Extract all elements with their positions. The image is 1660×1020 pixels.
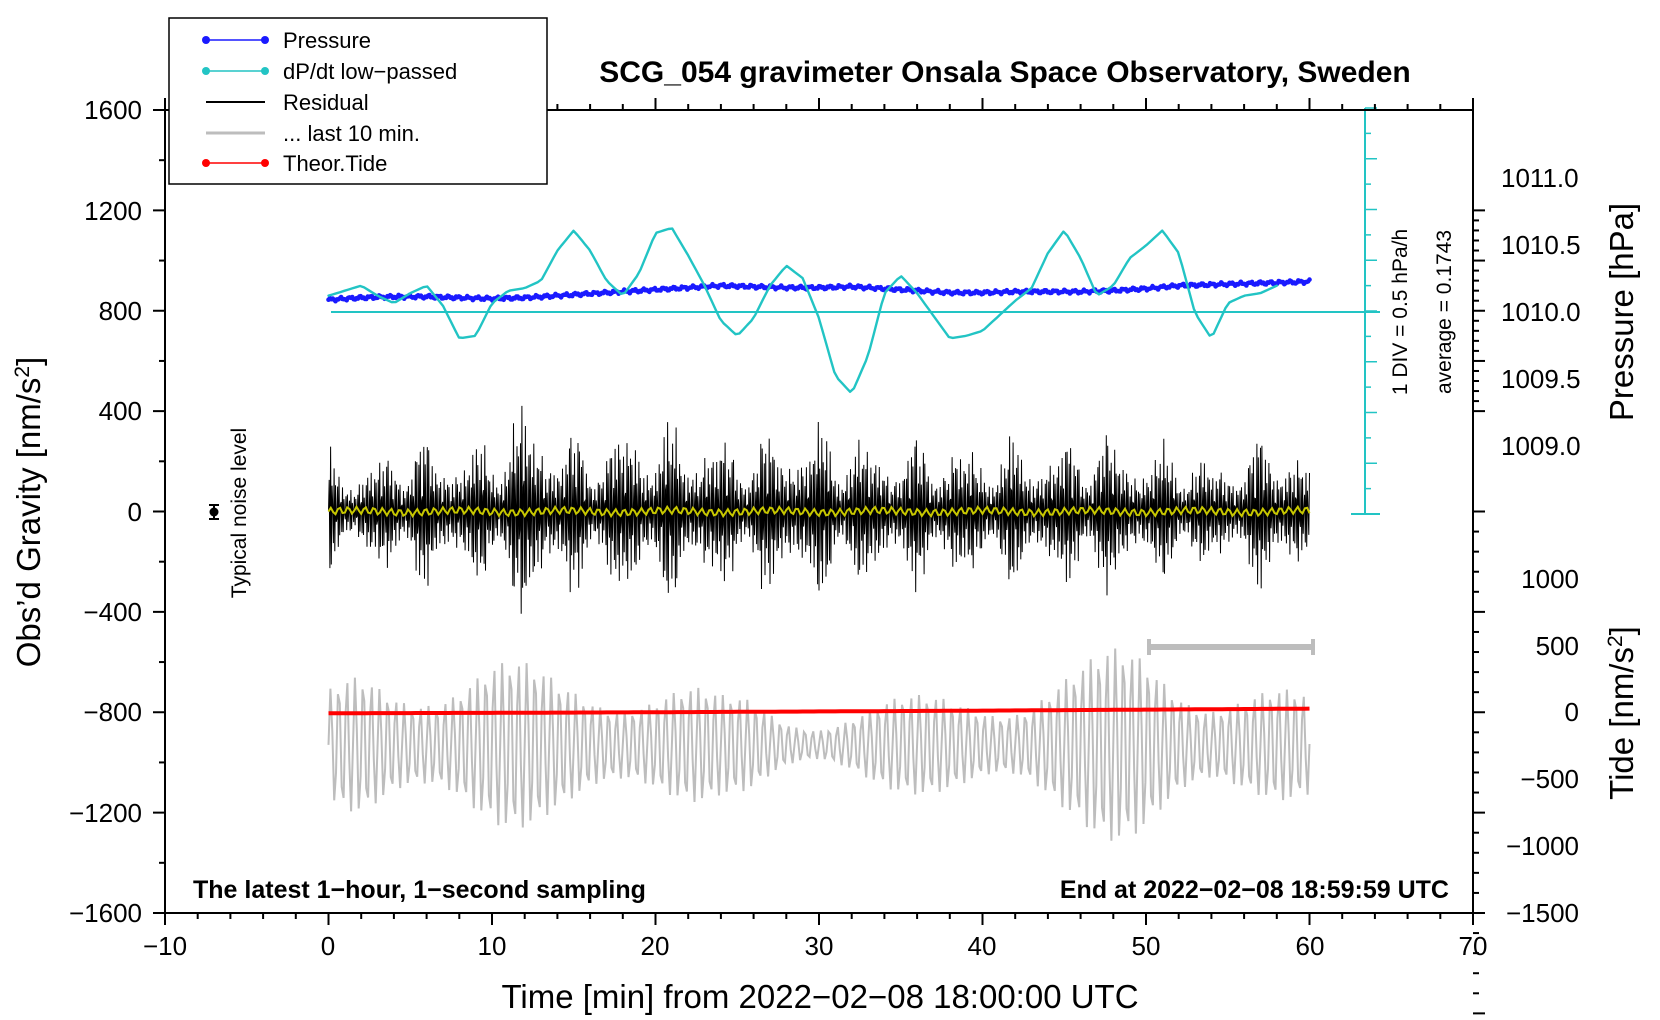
legend-residual-label: Residual [283, 90, 369, 115]
y-tick-label: 800 [99, 296, 142, 326]
legend-pressure-label: Pressure [283, 28, 371, 53]
x-tick-label: 30 [805, 931, 834, 961]
dpdt-series-line [327, 227, 1279, 393]
chart-title: SCG_054 gravimeter Onsala Space Observat… [599, 56, 1411, 89]
legend-tide-dot-right [261, 159, 269, 167]
legend-tide-dot-left [202, 159, 210, 167]
tide-axis-label-close: ] [1603, 626, 1640, 635]
tide-axis-label-sup: 2 [1604, 635, 1627, 647]
noise-level-label: Typical noise level [228, 428, 251, 598]
y-axis-label-left-close: ] [10, 357, 47, 366]
tide-tick-label: −1500 [1506, 898, 1579, 928]
x-tick-label: 60 [1296, 931, 1325, 961]
legend-last10-label: ... last 10 min. [283, 121, 420, 146]
pressure-point [1307, 277, 1312, 282]
pressure-tick-label: 1009.5 [1501, 364, 1581, 394]
y-tick-label: −1200 [69, 798, 142, 828]
legend-dpdt-label: dP/dt low−passed [283, 59, 457, 84]
legend-pressure-dot-left [202, 36, 210, 44]
pressure-axis-label: Pressure [hPa] [1603, 203, 1640, 421]
tide-axis-label: Tide [nm/s2] [1603, 626, 1640, 800]
y-tick-labels: 1600 1200 800 400 0 −400 −800 −1200 −160… [69, 95, 142, 928]
pressure-tick-label: 1009.0 [1501, 431, 1581, 461]
x-axis-label: Time [min] from 2022−02−08 18:00:00 UTC [501, 978, 1138, 1015]
yellow-smoothed-line [327, 504, 1311, 519]
footer-right-text: End at 2022−02−08 18:59:59 UTC [1060, 876, 1449, 904]
div-label: 1 DIV = 0.5 hPa/h [1389, 229, 1412, 395]
legend-pressure-dot-right [261, 36, 269, 44]
tide-tick-label: −1000 [1506, 831, 1579, 861]
y-tick-label: −400 [83, 597, 142, 627]
plot-frame [164, 109, 1474, 914]
residual-series-line [328, 405, 1310, 614]
average-label: average = 0.1743 [1433, 230, 1456, 394]
residual-layer [328, 405, 1310, 614]
pressure-tick-label: 1010.0 [1501, 297, 1581, 327]
x-tick-label: 70 [1459, 931, 1488, 961]
theoretical-tide-layer [328, 706, 1310, 716]
y-axis-label-left: Obs’d Gravity [nm/s2] [10, 357, 47, 668]
pressure-layer [326, 277, 1312, 304]
tide-tick-label: 500 [1536, 631, 1579, 661]
noise-marker-group [209, 504, 219, 520]
x-tick-label: 50 [1132, 931, 1161, 961]
theoretical-tide-line [328, 706, 1310, 716]
pressure-tick-labels: 1011.0 1010.5 1010.0 1009.5 1009.0 [1501, 163, 1581, 461]
y-tick-label: −800 [83, 697, 142, 727]
pressure-scale-ticks [1365, 107, 1377, 515]
last-10-min-series-line [327, 648, 1311, 841]
y-tick-label: 0 [128, 497, 142, 527]
x-tick-label: 0 [321, 931, 335, 961]
tide-tick-label: 1000 [1521, 564, 1579, 594]
tide-tick-labels: 1000 500 0 −500 −1000 −1500 [1506, 564, 1579, 928]
legend-dpdt-dot-left [202, 67, 210, 75]
y-tick-label: 1600 [84, 95, 142, 125]
y-axis-label-left-sup: 2 [11, 366, 34, 378]
tide-tick-label: 0 [1565, 697, 1579, 727]
footer-left-text: The latest 1−hour, 1−second sampling [193, 876, 646, 904]
legend-tide-label: Theor.Tide [283, 151, 387, 176]
y-axis-label-left-main: Obs’d Gravity [nm/s [10, 378, 47, 668]
x-tick-label: 40 [968, 931, 997, 961]
yellow-smoothed-layer [327, 504, 1311, 519]
tide-axis-label-main: Tide [nm/s [1603, 647, 1640, 800]
x-tick-labels: −10 0 10 20 30 40 50 60 70 [143, 931, 1488, 961]
y-tick-label: 400 [99, 396, 142, 426]
pressure-tick-label: 1011.0 [1501, 163, 1579, 193]
y-tick-label: 1200 [84, 196, 142, 226]
x-tick-label: 20 [641, 931, 670, 961]
tide-tick-label: −500 [1520, 764, 1579, 794]
x-tick-label: −10 [143, 931, 187, 961]
plot-content [326, 227, 1312, 841]
x-tick-label: 10 [478, 931, 507, 961]
y-tick-label: −1600 [69, 898, 142, 928]
noise-marker [209, 507, 219, 517]
dpdt-layer [327, 227, 1279, 393]
legend-dpdt-dot-right [261, 67, 269, 75]
pressure-tick-label: 1010.5 [1501, 230, 1581, 260]
last-10-min-marker [1147, 639, 1315, 655]
last-10-min-layer [327, 648, 1311, 841]
legend: Pressure dP/dt low−passed Residual ... l… [168, 17, 548, 185]
